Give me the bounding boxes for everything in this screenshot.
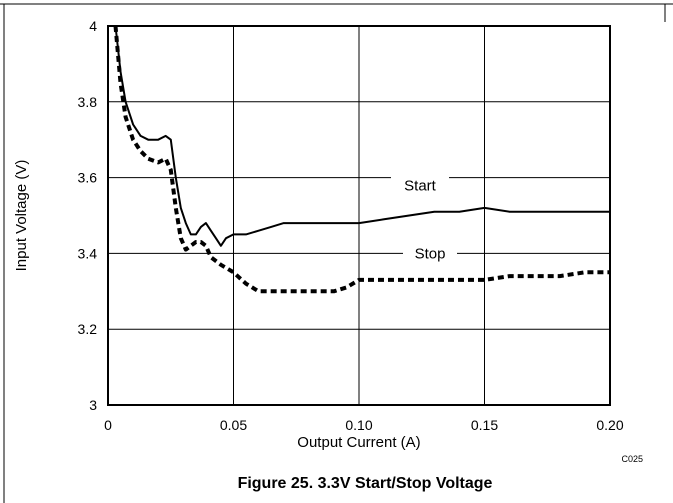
series-label-start: Start xyxy=(404,178,437,195)
x-tick-labels: 0 0.05 0.10 0.15 0.20 xyxy=(104,417,624,433)
plot-border xyxy=(107,25,611,406)
y-tick-label: 4 xyxy=(89,18,97,34)
series-layer xyxy=(113,25,610,294)
series-line-stop xyxy=(113,25,610,294)
start-label-background xyxy=(391,175,449,196)
x-tick-label: 0 xyxy=(104,417,112,433)
y-tick-label: 3.6 xyxy=(78,170,98,186)
y-tick-labels: 3 3.2 3.4 3.6 3.8 4 xyxy=(78,18,98,413)
figure-caption: Figure 25. 3.3V Start/Stop Voltage xyxy=(238,475,493,492)
y-tick-label: 3.4 xyxy=(78,245,98,261)
y-axis-title: Input Voltage (V) xyxy=(13,160,30,272)
y-tick-label: 3 xyxy=(89,397,97,413)
x-axis-title: Output Current (A) xyxy=(297,434,420,451)
x-tick-label: 0.15 xyxy=(471,417,498,433)
stop-label-background xyxy=(403,243,457,264)
series-line-start xyxy=(114,25,610,247)
x-tick-label: 0.05 xyxy=(220,417,247,433)
x-tick-label: 0.10 xyxy=(345,417,372,433)
y-tick-label: 3.8 xyxy=(78,94,98,110)
x-tick-label: 0.20 xyxy=(596,417,623,433)
series-label-stop: Stop xyxy=(415,245,446,262)
y-tick-label: 3.2 xyxy=(78,321,98,337)
figure-code: C025 xyxy=(621,454,643,464)
